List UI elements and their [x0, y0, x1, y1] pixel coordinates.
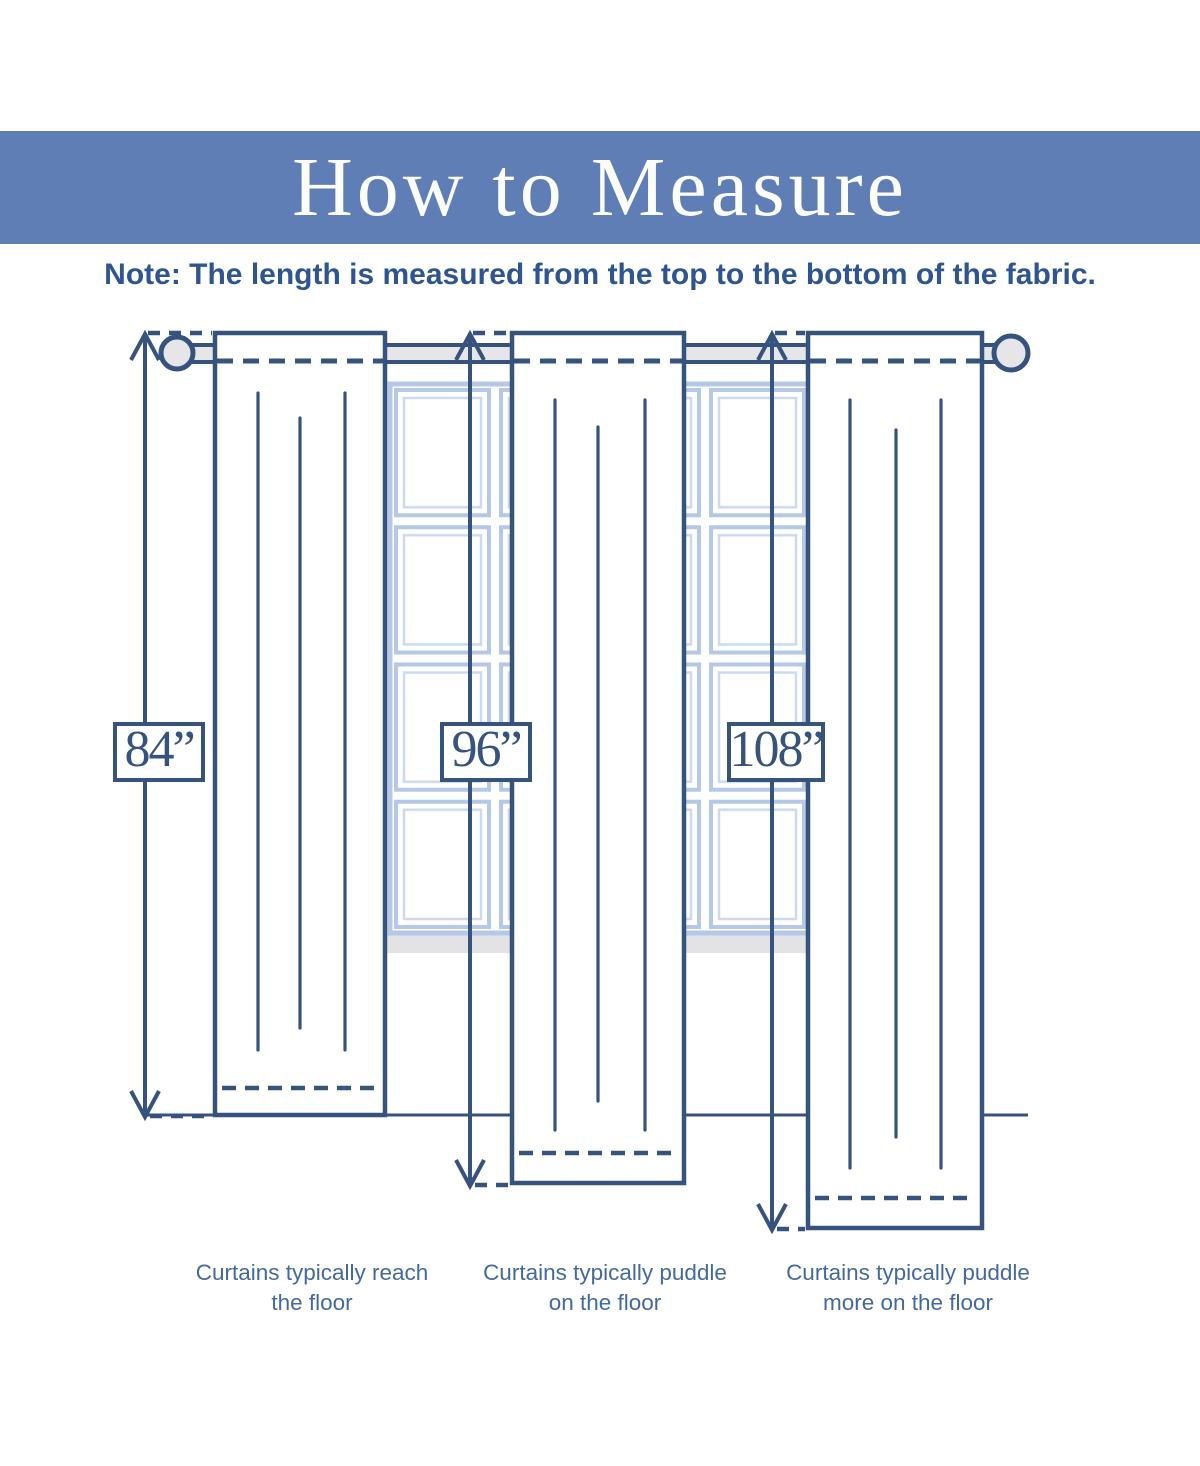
caption-108: Curtains typically puddle more on the fl…	[748, 1258, 1068, 1318]
curtain-fold-lines	[256, 391, 347, 1052]
curtain-panel-96	[509, 330, 687, 1186]
size-label-84: 84”	[113, 722, 205, 782]
arrow-up-icon	[129, 329, 161, 361]
curtain-fold-lines	[848, 398, 943, 1170]
caption-line: Curtains typically puddle	[786, 1260, 1030, 1285]
curtain-fold-lines	[553, 398, 647, 1132]
caption-line: more on the floor	[822, 1290, 994, 1315]
arrow-down-icon	[454, 1159, 486, 1191]
measurement-note: Note: The length is measured from the to…	[104, 258, 1096, 291]
curtain-panel-108	[805, 330, 985, 1231]
caption-line: the floor	[271, 1290, 353, 1315]
arrow-down-icon	[129, 1090, 161, 1122]
size-label-108: 108”	[727, 722, 825, 782]
page-title: How to Measure	[292, 140, 908, 234]
caption-84: Curtains typically reach the floor	[152, 1258, 472, 1318]
caption-line: Curtains typically puddle	[483, 1260, 727, 1285]
rod-finial-right	[991, 333, 1031, 373]
curtain-panel-84	[212, 330, 388, 1118]
arrow-down-icon	[756, 1203, 788, 1235]
caption-line: Curtains typically reach	[195, 1260, 429, 1285]
arrow-up-icon	[454, 329, 486, 361]
caption-96: Curtains typically puddle on the floor	[445, 1258, 765, 1318]
rod-finial-left	[158, 334, 196, 372]
arrow-up-icon	[756, 329, 788, 361]
caption-line: on the floor	[548, 1290, 662, 1315]
header-banner: How to Measure	[0, 131, 1200, 244]
size-label-96: 96”	[440, 722, 532, 782]
